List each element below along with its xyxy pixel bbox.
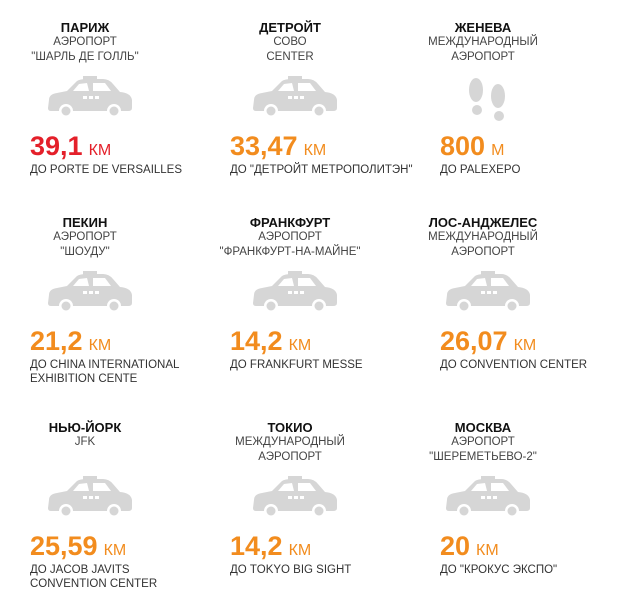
distance-unit: КМ	[513, 337, 537, 354]
distance: 20 КМ	[440, 531, 499, 562]
distance-unit: КМ	[88, 337, 112, 354]
city-card: ПЕКИН АЭРОПОРТ "ШОУДУ" 21,2 КМ ДО CHINA INTER…	[0, 213, 200, 408]
city-card: НЬЮ-ЙОРК JFK 25,59 КМ ДО JACOB JAVITS CONVENT…	[0, 418, 200, 610]
airport-line: CENTER	[266, 51, 314, 63]
city-name: МОСКВА	[454, 420, 512, 435]
city-card: ЖЕНЕВА МЕЖДУНАРОДНЫЙ АЭРОПОРТ 800 М ДО PALEXE…	[398, 18, 598, 213]
footprints-icon	[469, 78, 505, 121]
distance-unit: КМ	[88, 142, 112, 159]
city-card: ФРАНКФУРТ АЭРОПОРТ "ФРАНКФУРТ-НА-МАЙНЕ" 14,…	[205, 213, 405, 408]
destination: ДО PORTE DE VERSAILLES	[30, 164, 183, 176]
airport-line: МЕЖДУНАРОДНЫЙ	[235, 436, 345, 448]
taxi-icon	[48, 271, 132, 313]
icon	[443, 76, 533, 131]
city-name: ЛОС-АНДЖЕЛЕС	[428, 215, 538, 230]
destination: EXHIBITION CENTE	[30, 373, 138, 385]
icon	[250, 76, 340, 125]
airport-line: JFK	[74, 436, 96, 448]
distance-value: 800	[440, 131, 486, 161]
airport-line: АЭРОПОРТ	[451, 51, 515, 63]
icon	[45, 271, 135, 320]
distance: 39,1 КМ	[30, 131, 111, 162]
distance: 800 М	[440, 131, 504, 162]
airport-line: МЕЖДУНАРОДНЫЙ	[428, 231, 538, 243]
taxi-icon	[48, 76, 132, 118]
distance: 26,07 КМ	[440, 326, 536, 357]
distance-value: 14,2	[230, 531, 283, 561]
taxi-icon	[446, 271, 530, 313]
distance-value: 26,07	[440, 326, 508, 356]
airport-line: СОВО	[273, 36, 307, 48]
icon	[45, 476, 135, 525]
distance: 25,59 КМ	[30, 531, 126, 562]
distance: 33,47 КМ	[230, 131, 326, 162]
airport-line: АЭРОПОРТ	[451, 436, 515, 448]
icon	[443, 476, 533, 525]
city-name: ФРАНКФУРТ	[249, 215, 331, 230]
airport-line: "ШАРЛЬ ДЕ ГОЛЛЬ"	[31, 51, 139, 63]
airport-line: АЭРОПОРТ	[53, 36, 117, 48]
city-name: ПЕКИН	[62, 215, 108, 230]
destination: ДО TOKYO BIG SIGHT	[230, 564, 352, 576]
airport-line: МЕЖДУНАРОДНЫЙ	[428, 36, 538, 48]
taxi-icon	[253, 271, 337, 313]
distance-value: 33,47	[230, 131, 298, 161]
airport-line: "ШОУДУ"	[60, 246, 110, 258]
city-card: ПАРИЖ АЭРОПОРТ "ШАРЛЬ ДЕ ГОЛЛЬ" 39,1 КМ ДО PO…	[0, 18, 200, 213]
city-name: НЬЮ-ЙОРК	[48, 420, 122, 435]
taxi-icon	[253, 476, 337, 518]
distance: 14,2 КМ	[230, 326, 311, 357]
distance: 21,2 КМ	[30, 326, 111, 357]
taxi-icon	[48, 476, 132, 518]
airport-line: "ФРАНКФУРТ-НА-МАЙНЕ"	[219, 246, 361, 258]
distance: 14,2 КМ	[230, 531, 311, 562]
airport-line: "ШЕРЕМЕТЬЕВО-2"	[429, 451, 537, 463]
taxi-icon	[446, 476, 530, 518]
distance-unit: КМ	[288, 337, 312, 354]
city-name: ЖЕНЕВА	[454, 20, 512, 35]
destination: ДО "КРОКУС ЭКСПО"	[440, 564, 558, 576]
destination: ДО JACOB JAVITS	[30, 564, 130, 576]
city-name: ДЕТРОЙТ	[259, 20, 321, 35]
distance-unit: КМ	[103, 542, 127, 559]
distance-unit: КМ	[303, 142, 327, 159]
distance-value: 20	[440, 531, 471, 561]
city-card: ТОКИО МЕЖДУНАРОДНЫЙ АЭРОПОРТ 14,2 КМ ДО TOKYO…	[205, 418, 405, 610]
distance-unit: КМ	[288, 542, 312, 559]
distance-value: 21,2	[30, 326, 83, 356]
destination: ДО CONVENTION CENTER	[440, 359, 588, 371]
icon	[250, 271, 340, 320]
icon	[45, 76, 135, 125]
city-card: ДЕТРОЙТ СОВО CENTER 33,47 КМ ДО "ДЕТРОЙТ МЕТР…	[205, 18, 413, 213]
icon	[250, 476, 340, 525]
destination: CONVENTION CENTER	[30, 578, 158, 590]
destination: ДО PALEXEPO	[440, 164, 521, 176]
icon	[443, 271, 533, 320]
city-name: ТОКИО	[267, 420, 313, 435]
airport-line: АЭРОПОРТ	[451, 246, 515, 258]
destination: ДО CHINA INTERNATIONAL	[30, 359, 180, 371]
distance-value: 39,1	[30, 131, 83, 161]
taxi-icon	[253, 76, 337, 118]
airport-line: АЭРОПОРТ	[53, 231, 117, 243]
airport-line: АЭРОПОРТ	[258, 451, 322, 463]
city-name: ПАРИЖ	[60, 20, 110, 35]
distance-unit: М	[491, 142, 505, 159]
city-card: ЛОС-АНДЖЕЛЕС МЕЖДУНАРОДНЫЙ АЭРОПОРТ 26,07 КМ…	[398, 213, 598, 408]
distance-value: 14,2	[230, 326, 283, 356]
city-card: МОСКВА АЭРОПОРТ "ШЕРЕМЕТЬЕВО-2" 20 КМ ДО "КРО…	[398, 418, 598, 610]
destination: ДО "ДЕТРОЙТ МЕТРОПОЛИТЭН"	[230, 164, 413, 176]
distance-unit: КМ	[476, 542, 499, 559]
destination: ДО FRANKFURT MESSE	[230, 359, 363, 371]
distance-value: 25,59	[30, 531, 98, 561]
airport-line: АЭРОПОРТ	[258, 231, 322, 243]
